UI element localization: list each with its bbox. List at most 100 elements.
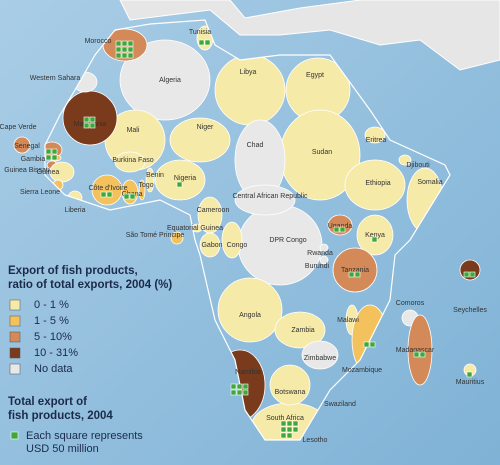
- export-square: [469, 271, 476, 278]
- country-label: Tunisia: [189, 29, 211, 36]
- legend-square: [10, 431, 19, 440]
- country-label: Sudan: [312, 149, 332, 156]
- country-label: Burkina Faso: [112, 157, 153, 164]
- export-square: [292, 426, 299, 433]
- country-label: Gambia: [21, 156, 46, 163]
- country: [214, 54, 286, 126]
- country: [364, 126, 386, 144]
- country-label: Mozambique: [342, 367, 382, 374]
- export-square: [176, 181, 183, 188]
- country-label: Chad: [247, 142, 264, 149]
- country: [356, 214, 394, 256]
- country-label: Egypt: [306, 72, 324, 79]
- country-label: Eritrea: [366, 137, 387, 144]
- export-square: [230, 383, 237, 390]
- country-label: Angola: [239, 312, 261, 319]
- country: [138, 179, 146, 201]
- europe-asia: [119, 0, 500, 71]
- country-label: Liberia: [64, 207, 85, 214]
- export-square: [280, 420, 287, 427]
- export-square: [419, 351, 426, 358]
- country-label: Botswana: [275, 389, 306, 396]
- legend-label: 1 - 5 %: [34, 315, 69, 327]
- country-label: Malawi: [337, 317, 359, 324]
- legend-label: 0 - 1 %: [34, 299, 69, 311]
- export-square: [123, 193, 130, 200]
- export-square: [129, 193, 136, 200]
- country: [170, 231, 184, 245]
- export-square: [45, 154, 52, 161]
- export-square: [236, 383, 243, 390]
- country: [234, 184, 296, 216]
- export-square: [51, 148, 58, 155]
- export-square: [115, 46, 122, 53]
- country-label: Somalia: [417, 179, 442, 186]
- legend-swatch: [9, 315, 21, 327]
- country-label: Uganda: [328, 223, 353, 230]
- legend-label: No data: [34, 363, 73, 375]
- country-label: Zimbabwe: [304, 355, 336, 362]
- legend-swatch: [9, 331, 21, 343]
- country: [13, 136, 31, 154]
- legend-swatch: [9, 363, 21, 375]
- country: [221, 221, 243, 259]
- legend-title: Total export of: [8, 396, 87, 408]
- export-square: [463, 271, 470, 278]
- country: [199, 232, 221, 258]
- export-square: [121, 52, 128, 59]
- country-label: Côte d'Ivoire: [88, 185, 127, 192]
- country: [319, 255, 329, 265]
- export-square: [280, 426, 287, 433]
- legend-title: fish products, 2004: [8, 410, 113, 422]
- country: [332, 247, 378, 293]
- country-label: Algeria: [159, 77, 181, 84]
- country-label: Sierra Leone: [20, 189, 60, 196]
- country-label: Equatorial Guinea: [167, 225, 223, 232]
- country-label: Morocco: [85, 38, 112, 45]
- country-label: Cameroon: [197, 207, 230, 214]
- export-square: [51, 154, 58, 161]
- country: [301, 340, 339, 370]
- country-label: Mali: [127, 127, 140, 134]
- export-square: [286, 420, 293, 427]
- legend-title: Export of fish products,: [8, 265, 138, 277]
- export-square: [242, 383, 249, 390]
- country: [407, 314, 433, 386]
- export-square: [348, 271, 355, 278]
- country-label: Kenya: [365, 232, 385, 239]
- export-square: [115, 40, 122, 47]
- export-square: [286, 426, 293, 433]
- export-square: [242, 389, 249, 396]
- export-square: [45, 148, 52, 155]
- country-label: Tanzania: [341, 267, 369, 274]
- country: [119, 39, 211, 121]
- export-square: [89, 116, 96, 123]
- country-label: Namibia: [235, 369, 261, 376]
- country-label: Guinea: [37, 169, 60, 176]
- export-square: [363, 341, 370, 348]
- country-label: Central African Republic: [232, 193, 308, 200]
- export-square: [236, 389, 243, 396]
- export-square: [292, 420, 299, 427]
- coastline: [44, 19, 451, 441]
- export-square: [339, 226, 346, 233]
- country: [319, 243, 329, 253]
- country-label: São Tomé Principe: [126, 232, 185, 239]
- export-square: [354, 271, 361, 278]
- country-label: Mauritius: [456, 379, 485, 386]
- country-label: Burundi: [305, 263, 330, 270]
- country-label: Congo: [227, 242, 248, 249]
- country: [344, 159, 406, 211]
- export-square: [106, 191, 113, 198]
- country: [217, 277, 283, 343]
- country-label: Seychelles: [453, 307, 487, 314]
- legend: Export of fish products, ratio of total e…: [8, 265, 172, 455]
- legend-swatch: [9, 299, 21, 311]
- country-label: Lesotho: [303, 437, 328, 444]
- country: [269, 364, 311, 406]
- export-square: [204, 39, 211, 46]
- legend-swatch: [9, 347, 21, 359]
- export-square: [115, 52, 122, 59]
- country-label: Cape Verde: [0, 124, 37, 131]
